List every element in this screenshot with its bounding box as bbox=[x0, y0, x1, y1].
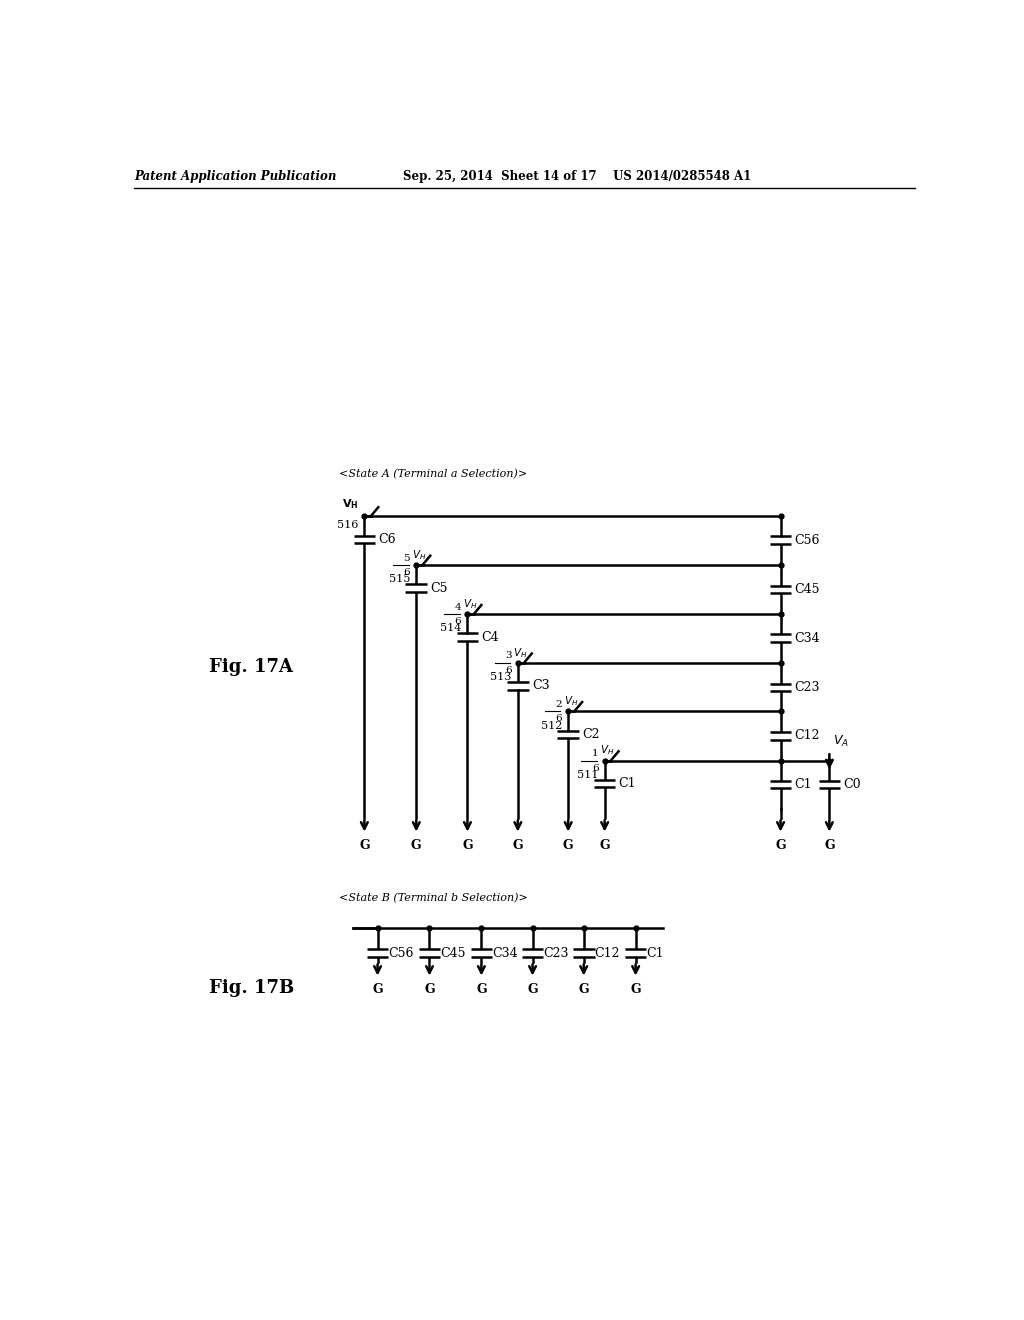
Text: $V_H$: $V_H$ bbox=[600, 743, 614, 758]
Text: C2: C2 bbox=[583, 727, 600, 741]
Text: 3: 3 bbox=[505, 652, 512, 660]
Text: C34: C34 bbox=[795, 631, 820, 644]
Text: 1: 1 bbox=[592, 750, 598, 758]
Text: G: G bbox=[527, 983, 538, 997]
Text: 6: 6 bbox=[592, 763, 598, 772]
Text: $\mathbf{V_H}$: $\mathbf{V_H}$ bbox=[342, 498, 358, 511]
Text: C12: C12 bbox=[795, 730, 820, 742]
Text: Sep. 25, 2014  Sheet 14 of 17    US 2014/0285548 A1: Sep. 25, 2014 Sheet 14 of 17 US 2014/028… bbox=[403, 170, 752, 183]
Text: C23: C23 bbox=[795, 681, 820, 694]
Text: G: G bbox=[462, 840, 473, 853]
Text: 512: 512 bbox=[541, 721, 562, 730]
Text: 4: 4 bbox=[455, 603, 461, 612]
Text: G: G bbox=[631, 983, 641, 997]
Text: C1: C1 bbox=[646, 946, 665, 960]
Text: C45: C45 bbox=[440, 946, 466, 960]
Text: $V_H$: $V_H$ bbox=[563, 694, 578, 708]
Text: 6: 6 bbox=[403, 568, 410, 577]
Text: 514: 514 bbox=[440, 623, 461, 634]
Text: G: G bbox=[359, 840, 370, 853]
Text: C1: C1 bbox=[795, 777, 812, 791]
Text: Patent Application Publication: Patent Application Publication bbox=[134, 170, 337, 183]
Text: <State B (Terminal b Selection)>: <State B (Terminal b Selection)> bbox=[339, 892, 527, 903]
Text: G: G bbox=[424, 983, 435, 997]
Text: G: G bbox=[476, 983, 486, 997]
Text: 511: 511 bbox=[578, 770, 598, 780]
Text: C3: C3 bbox=[531, 680, 550, 693]
Text: C1: C1 bbox=[618, 777, 636, 791]
Text: 6: 6 bbox=[555, 714, 562, 723]
Text: C12: C12 bbox=[595, 946, 621, 960]
Text: C23: C23 bbox=[544, 946, 569, 960]
Text: G: G bbox=[775, 840, 785, 853]
Text: $V_H$: $V_H$ bbox=[412, 548, 426, 562]
Text: C45: C45 bbox=[795, 583, 820, 597]
Text: C5: C5 bbox=[430, 582, 447, 594]
Text: G: G bbox=[824, 840, 835, 853]
Text: 513: 513 bbox=[490, 672, 512, 682]
Text: C56: C56 bbox=[795, 533, 820, 546]
Text: G: G bbox=[599, 840, 610, 853]
Text: C4: C4 bbox=[481, 631, 499, 644]
Text: 2: 2 bbox=[555, 700, 562, 709]
Text: 516: 516 bbox=[337, 520, 358, 531]
Text: Fig. 17A: Fig. 17A bbox=[209, 657, 293, 676]
Text: $V_H$: $V_H$ bbox=[513, 645, 527, 660]
Text: C6: C6 bbox=[378, 533, 396, 546]
Text: 6: 6 bbox=[505, 665, 512, 675]
Text: <State A (Terminal a Selection)>: <State A (Terminal a Selection)> bbox=[339, 469, 527, 479]
Text: $V_A$: $V_A$ bbox=[834, 734, 849, 748]
Text: G: G bbox=[411, 840, 422, 853]
Text: 515: 515 bbox=[389, 574, 410, 585]
Text: 6: 6 bbox=[455, 618, 461, 626]
Text: $V_H$: $V_H$ bbox=[463, 598, 477, 611]
Text: 5: 5 bbox=[403, 553, 410, 562]
Text: G: G bbox=[513, 840, 523, 853]
Text: C0: C0 bbox=[844, 777, 861, 791]
Text: G: G bbox=[563, 840, 573, 853]
Text: G: G bbox=[373, 983, 383, 997]
Text: Fig. 17B: Fig. 17B bbox=[209, 979, 295, 998]
Text: C56: C56 bbox=[388, 946, 414, 960]
Text: G: G bbox=[579, 983, 589, 997]
Text: C34: C34 bbox=[493, 946, 518, 960]
